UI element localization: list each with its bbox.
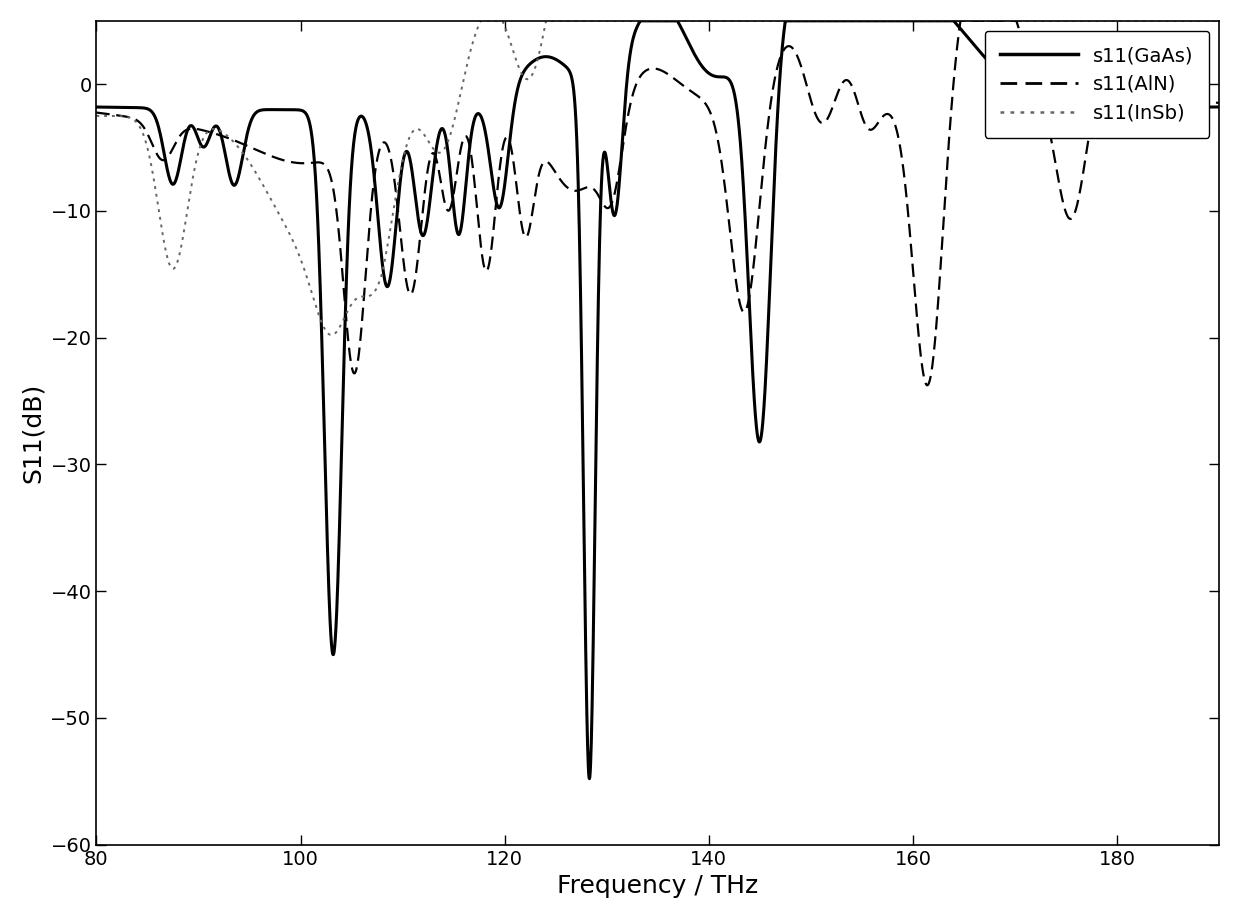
s11(AlN) — [284, 156, 299, 167]
s11(GaAs) — [582, 773, 596, 784]
X-axis label: Frequency / THz: Frequency / THz — [557, 874, 759, 898]
s11(AlN) — [217, 131, 232, 142]
s11(GaAs) — [1211, 101, 1226, 112]
s11(GaAs) — [284, 104, 299, 115]
s11(GaAs) — [632, 16, 647, 27]
s11(GaAs) — [1069, 100, 1084, 111]
Line: s11(InSb): s11(InSb) — [97, 21, 1219, 335]
s11(AlN) — [1211, 97, 1226, 108]
s11(AlN) — [520, 231, 534, 242]
Line: s11(GaAs): s11(GaAs) — [97, 21, 1219, 778]
s11(InSb) — [1069, 16, 1084, 27]
Y-axis label: S11(dB): S11(dB) — [21, 382, 45, 482]
s11(InSb) — [1190, 16, 1205, 27]
s11(InSb) — [569, 16, 584, 27]
s11(InSb) — [1211, 16, 1226, 27]
s11(GaAs) — [568, 109, 583, 120]
s11(GaAs) — [1190, 101, 1205, 112]
Legend: s11(GaAs), s11(AlN), s11(InSb): s11(GaAs), s11(AlN), s11(InSb) — [985, 30, 1209, 138]
s11(InSb) — [324, 330, 339, 341]
s11(GaAs) — [89, 101, 104, 112]
s11(AlN) — [920, 380, 935, 391]
s11(InSb) — [217, 128, 232, 139]
s11(InSb) — [284, 232, 299, 243]
s11(InSb) — [521, 74, 536, 85]
s11(InSb) — [474, 16, 489, 27]
s11(AlN) — [568, 186, 583, 197]
s11(AlN) — [1190, 95, 1205, 106]
s11(AlN) — [89, 107, 104, 118]
s11(InSb) — [89, 110, 104, 121]
Line: s11(AlN): s11(AlN) — [97, 21, 1219, 385]
s11(AlN) — [954, 16, 968, 27]
s11(AlN) — [1069, 200, 1084, 211]
s11(GaAs) — [520, 62, 534, 73]
s11(GaAs) — [217, 144, 232, 155]
